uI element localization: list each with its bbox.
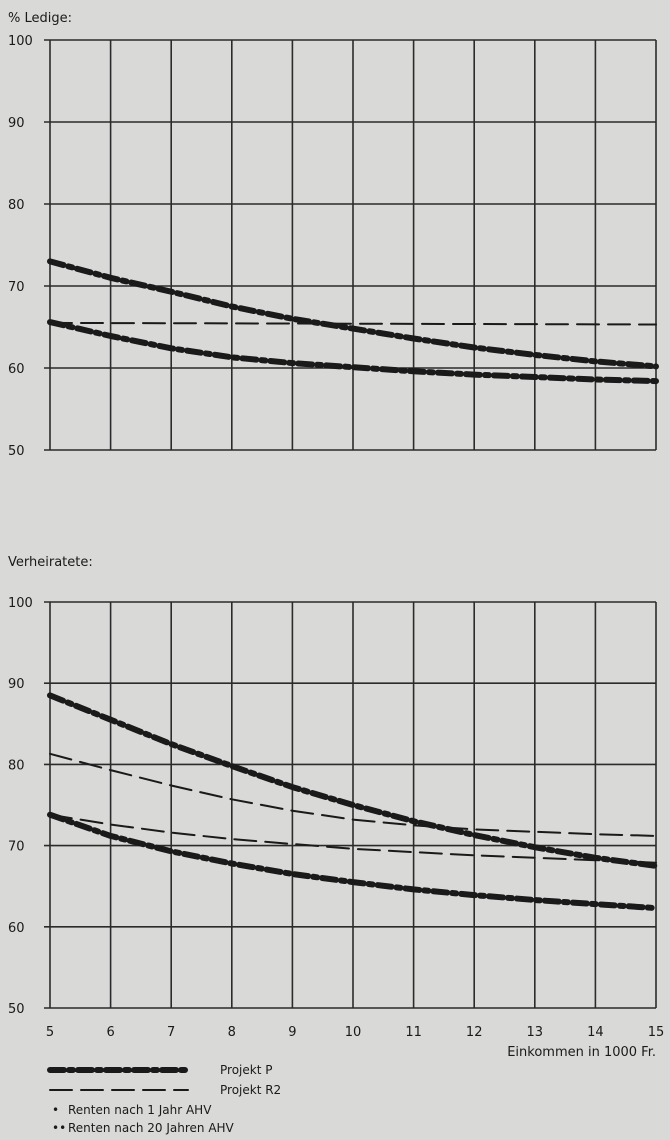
series-line-r2-20 — [49, 813, 657, 864]
footnote-label: Renten nach 20 Jahren AHV — [68, 1121, 235, 1135]
x-tick-label: 15 — [648, 1025, 665, 1040]
footnote-label: Renten nach 1 Jahr AHV — [68, 1103, 212, 1117]
panel-2: Verheiratete: 50 60 70 80 90 100 5 6 7 8 9 10 11 12 13 1… — [8, 555, 664, 1060]
x-tick-label: 14 — [587, 1025, 604, 1040]
legend-label: Projekt R2 — [220, 1083, 281, 1097]
footnote-marker: •• — [52, 1121, 66, 1135]
legend: Projekt P Projekt R2 — [47, 1063, 281, 1097]
x-tick-label: 9 — [288, 1025, 296, 1040]
panel-1: % Ledige: 50 60 70 80 90 100 — [8, 11, 659, 459]
series-line-r2 — [49, 321, 657, 326]
y-tick-label: 60 — [8, 921, 25, 936]
y-tick-label: 60 — [8, 362, 25, 377]
y-tick-label: 100 — [8, 34, 33, 49]
x-tick-label: 8 — [228, 1025, 236, 1040]
panel-ylabel: % Ledige: — [8, 11, 72, 26]
series-line-r2-1 — [49, 752, 657, 837]
series-line-p-1 — [47, 692, 659, 869]
y-tick-label: 80 — [8, 198, 25, 213]
footnote-marker: • — [52, 1103, 59, 1117]
y-tick-label: 90 — [8, 116, 25, 131]
x-axis-label: Einkommen in 1000 Fr. — [507, 1045, 656, 1060]
legend-label: Projekt P — [220, 1063, 272, 1077]
y-tick-label: 80 — [8, 758, 25, 773]
x-tick-label: 10 — [345, 1025, 362, 1040]
panel-ylabel: Verheiratete: — [8, 555, 93, 570]
x-tick-label: 13 — [527, 1025, 544, 1040]
x-tick-label: 11 — [405, 1025, 422, 1040]
y-tick-label: 50 — [8, 1002, 25, 1017]
x-tick-label: 5 — [46, 1025, 54, 1040]
series-line-p-1 — [47, 258, 659, 370]
x-tick-label: 7 — [167, 1025, 175, 1040]
series-line-p-20 — [47, 319, 659, 385]
footnotes: • Renten nach 1 Jahr AHV•• Renten nach 20 … — [52, 1103, 235, 1135]
y-tick-label: 50 — [8, 444, 25, 459]
series-line-p-20 — [47, 811, 659, 912]
y-tick-label: 70 — [8, 840, 25, 855]
x-tick-label: 6 — [106, 1025, 114, 1040]
y-tick-label: 70 — [8, 280, 25, 295]
y-tick-label: 100 — [8, 596, 33, 611]
x-tick-label: 12 — [466, 1025, 483, 1040]
y-tick-label: 90 — [8, 677, 25, 692]
